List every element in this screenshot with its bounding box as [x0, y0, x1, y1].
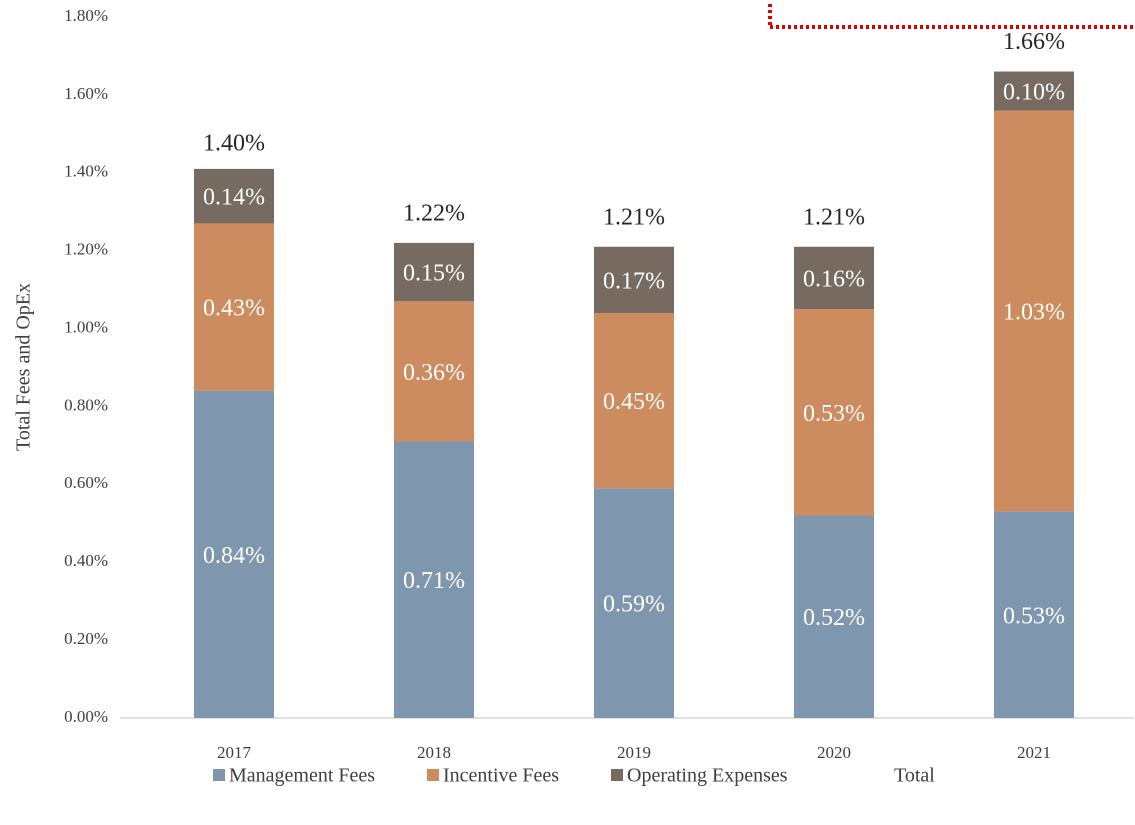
- legend-label: Operating Expenses: [627, 765, 788, 787]
- y-tick-label: 1.80%: [64, 6, 108, 25]
- legend-marker: [427, 769, 439, 781]
- bar-segment: [994, 71, 1074, 111]
- y-tick-label: 1.00%: [64, 317, 108, 336]
- bar-segment: [394, 301, 474, 442]
- bar-segment: [194, 168, 274, 224]
- bar-segment: [594, 312, 674, 489]
- bar-segment: [994, 110, 1074, 512]
- bar-segment: [594, 246, 674, 313]
- y-tick-label: 1.60%: [64, 84, 108, 103]
- bar-segment: [794, 246, 874, 310]
- total-label: 1.21%: [603, 204, 665, 230]
- data-label: 0.59%: [603, 592, 665, 618]
- data-label: 1.03%: [1003, 300, 1065, 326]
- bar-segment: [394, 441, 474, 718]
- bar-segment: [794, 515, 874, 718]
- bar-segment: [594, 488, 674, 718]
- data-label: 0.84%: [203, 543, 265, 569]
- data-label: 0.53%: [1003, 603, 1065, 629]
- bar-segment: [794, 309, 874, 516]
- bar-segment: [194, 223, 274, 391]
- y-tick-label: 1.40%: [64, 162, 108, 181]
- data-label: 0.10%: [1003, 79, 1065, 105]
- bar-segment: [194, 390, 274, 718]
- data-label: 0.53%: [803, 401, 865, 427]
- x-tick-label: 2018: [417, 743, 451, 762]
- data-label: 0.52%: [803, 605, 865, 631]
- data-label: 0.16%: [803, 266, 865, 292]
- data-label: 0.43%: [203, 296, 265, 322]
- legend-label: Total: [894, 765, 935, 787]
- y-axis-title: Total Fees and OpEx: [13, 283, 35, 451]
- legend-marker: [213, 769, 225, 781]
- total-label: 1.66%: [1003, 29, 1065, 55]
- x-tick-label: 2017: [217, 743, 252, 762]
- total-label: 1.21%: [803, 204, 865, 230]
- legend-marker: [611, 769, 623, 781]
- data-label: 0.45%: [603, 389, 665, 415]
- data-label: 0.17%: [603, 268, 665, 294]
- data-label: 0.14%: [203, 185, 265, 211]
- legend-label: Incentive Fees: [443, 765, 559, 787]
- data-label: 0.15%: [403, 261, 465, 287]
- y-tick-label: 1.20%: [64, 240, 108, 259]
- total-label: 1.22%: [403, 200, 465, 226]
- y-tick-label: 0.40%: [64, 551, 108, 570]
- y-tick-label: 0.80%: [64, 395, 108, 414]
- x-tick-label: 2019: [617, 743, 651, 762]
- x-tick-label: 2021: [1017, 743, 1051, 762]
- data-label: 0.71%: [403, 568, 465, 594]
- legend-label: Management Fees: [229, 765, 375, 787]
- y-tick-label: 0.00%: [64, 707, 108, 726]
- x-tick-label: 2020: [817, 743, 851, 762]
- bar-segment: [394, 242, 474, 302]
- total-label: 1.40%: [203, 130, 265, 156]
- y-tick-label: 0.20%: [64, 629, 108, 648]
- data-label: 0.36%: [403, 360, 465, 386]
- bar-segment: [994, 511, 1074, 718]
- y-tick-label: 0.60%: [64, 473, 108, 492]
